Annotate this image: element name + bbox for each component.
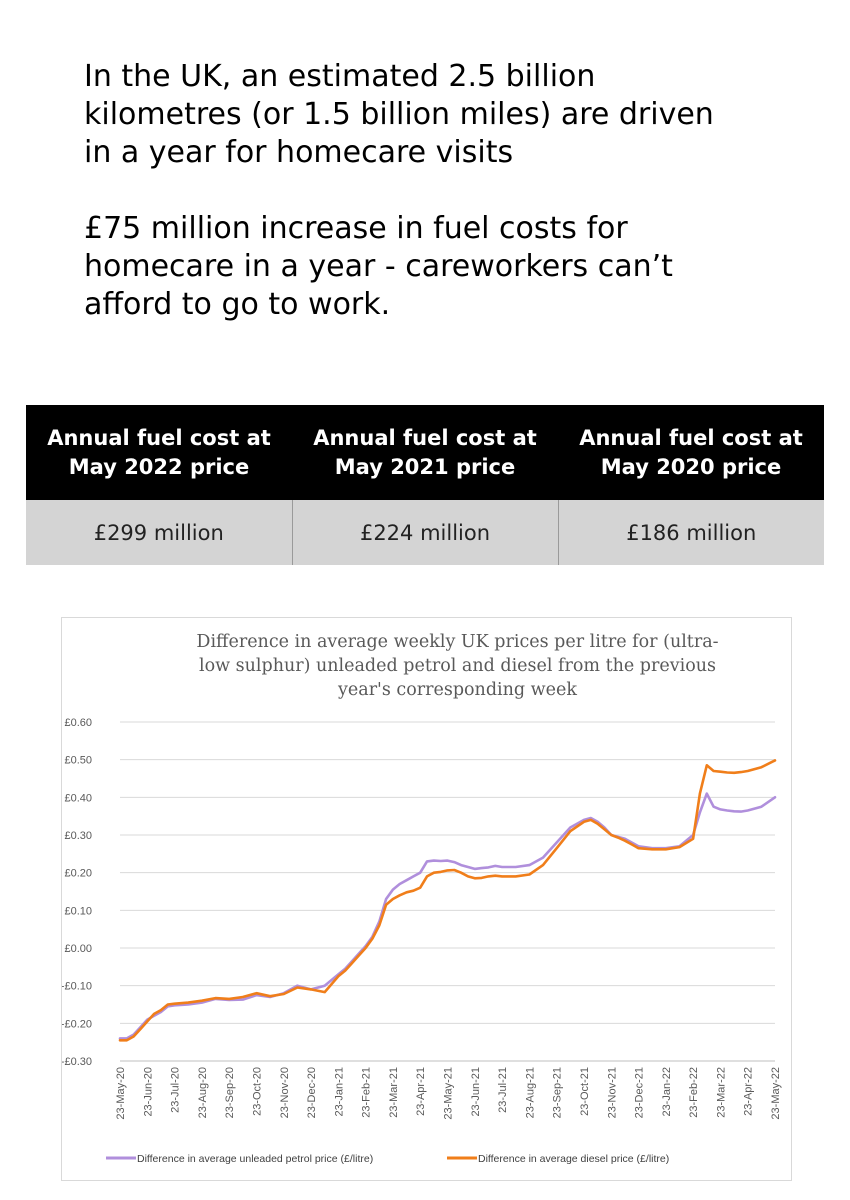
x-tick-label: 23-Apr-22 [743,1067,755,1116]
header-line: Annual fuel cost at [47,425,271,450]
x-tick-label: 23-Jan-22 [661,1067,673,1117]
table-header-2020: Annual fuel cost at May 2020 price [558,405,824,500]
table-cell-2022: £299 million [26,500,292,565]
legend-label-diesel: Difference in average diesel price (£/li… [478,1153,669,1165]
headline-line: In the UK, an estimated 2.5 billion [84,59,596,94]
headline-line: afford to go to work. [84,287,391,322]
table-cell-2021: £224 million [291,500,558,565]
header-line: Annual fuel cost at [313,425,537,450]
y-tick-label: -£0.20 [62,1018,92,1030]
fuel-cost-table: Annual fuel cost at May 2022 price Annua… [26,405,824,565]
chart-title-line: Difference in average weekly UK prices p… [196,632,718,652]
table-header-row: Annual fuel cost at May 2022 price Annua… [26,405,824,500]
x-tick-label: 23-May-20 [115,1067,127,1120]
table-row: £299 million £224 million £186 million [26,500,824,565]
headline-line: homecare in a year - careworkers can’t [84,249,673,284]
diesel-series-line [118,759,777,1042]
y-tick-label: -£0.10 [62,981,92,993]
y-tick-label: £0.10 [64,905,92,917]
x-tick-label: 23-Jun-21 [470,1067,482,1117]
headline-line: in a year for homecare visits [84,135,514,170]
x-tick-label: 23-Mar-21 [388,1067,400,1118]
y-tick-label: £0.00 [64,943,92,955]
headline-line: £75 million increase in fuel costs for [84,211,628,246]
x-tick-label: 23-Sep-20 [224,1067,236,1118]
legend-label-petrol: Difference in average unleaded petrol pr… [137,1153,373,1165]
x-tick-label: 23-Aug-21 [524,1067,536,1118]
headline-line: kilometres (or 1.5 billion miles) are dr… [84,97,714,132]
x-tick-label: 23-Aug-20 [197,1067,209,1118]
chart-canvas: Difference in average weekly UK prices p… [62,632,782,1165]
x-tick-label: 23-Jun-20 [142,1067,154,1117]
header-line: May 2022 price [68,454,250,479]
table-header-2021: Annual fuel cost at May 2021 price [292,405,558,500]
x-tick-label: 23-Jul-21 [497,1067,509,1113]
header-line: May 2020 price [600,454,782,479]
table-cell-2020: £186 million [557,500,824,565]
chart-title-line: low sulphur) unleaded petrol and diesel … [199,656,716,676]
x-tick-label: 23-Nov-21 [606,1067,618,1118]
x-tick-label: 23-Feb-21 [361,1067,373,1118]
y-tick-label: £0.50 [64,755,92,767]
header-line: May 2021 price [334,454,516,479]
header-line: Annual fuel cost at [579,425,803,450]
x-tick-label: 23-May-21 [443,1067,455,1120]
x-tick-label: 23-Mar-22 [715,1067,727,1118]
fuel-price-chart: Difference in average weekly UK prices p… [61,617,792,1181]
x-tick-label: 23-Nov-20 [279,1067,291,1118]
y-tick-label: -£0.30 [62,1056,92,1068]
x-tick-label: 23-Oct-20 [251,1067,263,1116]
x-tick-label: 23-Jul-20 [170,1067,182,1113]
petrol-series-line [118,792,777,1040]
x-tick-label: 23-May-22 [770,1067,782,1120]
x-tick-label: 23-Feb-22 [688,1067,700,1118]
x-tick-label: 23-Apr-21 [415,1067,427,1116]
x-tick-label: 23-Sep-21 [552,1067,564,1118]
x-tick-label: 23-Dec-21 [634,1067,646,1118]
headline-spacer [84,172,804,210]
y-tick-label: £0.30 [64,830,92,842]
x-tick-label: 23-Jan-21 [333,1067,345,1117]
x-tick-label: 23-Oct-21 [579,1067,591,1116]
y-tick-label: £0.40 [64,792,92,804]
y-tick-label: £0.20 [64,868,92,880]
x-tick-label: 23-Dec-20 [306,1067,318,1118]
headline: In the UK, an estimated 2.5 billion kilo… [84,58,804,324]
chart-title-line: year's corresponding week [337,680,577,700]
table-header-2022: Annual fuel cost at May 2022 price [26,405,292,500]
y-tick-label: £0.60 [64,717,92,729]
